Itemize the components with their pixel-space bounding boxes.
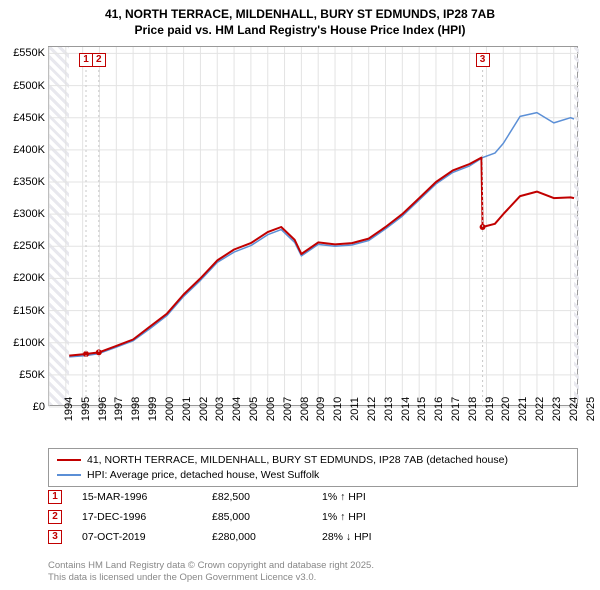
event-marker-small: 3 [48, 530, 62, 544]
title-line-2: Price paid vs. HM Land Registry's House … [0, 22, 600, 38]
chart-svg [49, 47, 579, 407]
event-delta: 1% ↑ HPI [322, 491, 422, 503]
legend-item: HPI: Average price, detached house, West… [57, 468, 569, 483]
event-marker-2: 2 [92, 53, 106, 67]
event-marker-3: 3 [476, 53, 490, 67]
y-axis-tick-label: £450K [13, 112, 45, 124]
y-axis-tick-label: £300K [13, 208, 45, 220]
event-delta: 28% ↓ HPI [322, 531, 422, 543]
y-axis-tick-label: £50K [19, 369, 45, 381]
y-axis-tick-label: £150K [13, 305, 45, 317]
event-marker-small: 1 [48, 490, 62, 504]
y-axis-tick-label: £350K [13, 176, 45, 188]
attribution: Contains HM Land Registry data © Crown c… [48, 560, 578, 584]
attribution-line-2: This data is licensed under the Open Gov… [48, 572, 578, 584]
attribution-line-1: Contains HM Land Registry data © Crown c… [48, 560, 578, 572]
event-delta: 1% ↑ HPI [322, 511, 422, 523]
y-axis-tick-label: £500K [13, 80, 45, 92]
legend-label: 41, NORTH TERRACE, MILDENHALL, BURY ST E… [87, 453, 508, 468]
event-price: £85,000 [212, 511, 302, 523]
y-axis-tick-label: £250K [13, 240, 45, 252]
legend: 41, NORTH TERRACE, MILDENHALL, BURY ST E… [48, 448, 578, 487]
title-line-1: 41, NORTH TERRACE, MILDENHALL, BURY ST E… [0, 6, 600, 22]
event-row: 1 15-MAR-1996 £82,500 1% ↑ HPI [48, 490, 578, 504]
y-axis-tick-label: £550K [13, 47, 45, 59]
y-axis-tick-label: £200K [13, 272, 45, 284]
event-date: 15-MAR-1996 [82, 491, 192, 503]
plot-area: £0£50K£100K£150K£200K£250K£300K£350K£400… [48, 46, 578, 406]
legend-label: HPI: Average price, detached house, West… [87, 468, 319, 483]
event-price: £280,000 [212, 531, 302, 543]
chart-title: 41, NORTH TERRACE, MILDENHALL, BURY ST E… [0, 0, 600, 38]
chart-container: 41, NORTH TERRACE, MILDENHALL, BURY ST E… [0, 0, 600, 590]
series-price_paid [69, 158, 574, 356]
legend-swatch [57, 459, 81, 461]
events-table: 1 15-MAR-1996 £82,500 1% ↑ HPI 2 17-DEC-1996 £… [48, 490, 578, 550]
event-date: 07-OCT-2019 [82, 531, 192, 543]
legend-item: 41, NORTH TERRACE, MILDENHALL, BURY ST E… [57, 453, 569, 468]
legend-swatch [57, 474, 81, 476]
event-price: £82,500 [212, 491, 302, 503]
y-axis-tick-label: £100K [13, 337, 45, 349]
event-row: 2 17-DEC-1996 £85,000 1% ↑ HPI [48, 510, 578, 524]
x-axis-tick-label: 2025 [571, 397, 597, 421]
series-hpi [69, 113, 574, 357]
event-marker-small: 2 [48, 510, 62, 524]
y-axis-tick-label: £0 [33, 401, 45, 413]
event-row: 3 07-OCT-2019 £280,000 28% ↓ HPI [48, 530, 578, 544]
event-date: 17-DEC-1996 [82, 511, 192, 523]
y-axis-tick-label: £400K [13, 144, 45, 156]
